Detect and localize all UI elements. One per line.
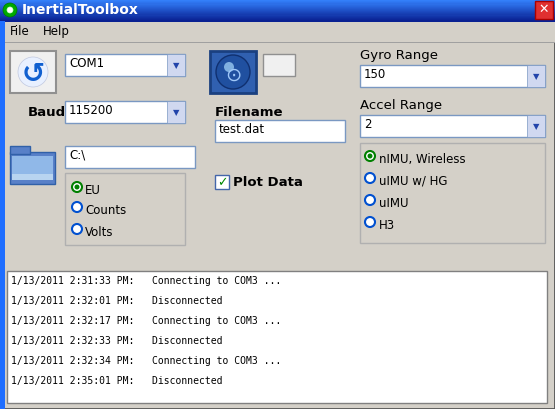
Bar xyxy=(0,20,555,21)
Circle shape xyxy=(365,196,375,205)
Text: 1/13/2011 2:32:34 PM:   Connecting to COM3 ...: 1/13/2011 2:32:34 PM: Connecting to COM3… xyxy=(11,355,281,365)
Bar xyxy=(0,22,555,44)
Bar xyxy=(210,52,256,94)
Text: EU: EU xyxy=(85,184,101,196)
Text: Accel Range: Accel Range xyxy=(360,99,442,112)
Text: Gyro Range: Gyro Range xyxy=(360,49,438,62)
Text: 115200: 115200 xyxy=(69,104,114,117)
Bar xyxy=(0,22,5,409)
Text: 1/13/2011 2:35:01 PM:   Disconnected: 1/13/2011 2:35:01 PM: Disconnected xyxy=(11,375,223,385)
Text: Help: Help xyxy=(43,25,70,38)
Bar xyxy=(0,8,555,9)
Bar xyxy=(215,175,229,189)
Circle shape xyxy=(365,173,375,184)
Bar xyxy=(0,7,555,8)
Text: Plot Data: Plot Data xyxy=(233,175,303,189)
Text: 150: 150 xyxy=(364,68,386,81)
Text: ▼: ▼ xyxy=(533,122,539,131)
Bar xyxy=(65,173,185,245)
Text: 2: 2 xyxy=(364,118,371,131)
Bar xyxy=(0,2,555,4)
Bar xyxy=(0,10,555,11)
Text: 1/13/2011 2:32:01 PM:   Disconnected: 1/13/2011 2:32:01 PM: Disconnected xyxy=(11,295,223,305)
Circle shape xyxy=(72,202,82,213)
Text: ▼: ▼ xyxy=(533,72,539,81)
Circle shape xyxy=(365,218,375,227)
Text: uIMU: uIMU xyxy=(379,196,408,209)
Text: 1/13/2011 2:32:17 PM:   Connecting to COM3 ...: 1/13/2011 2:32:17 PM: Connecting to COM3… xyxy=(11,315,281,325)
Bar xyxy=(0,12,555,13)
Circle shape xyxy=(365,152,375,162)
Bar xyxy=(7,271,547,403)
Bar xyxy=(167,102,185,124)
Bar xyxy=(527,66,545,88)
Bar xyxy=(0,1,555,3)
Bar xyxy=(12,157,53,180)
Bar xyxy=(0,43,555,44)
Bar xyxy=(360,144,545,243)
Bar xyxy=(215,121,345,143)
Bar xyxy=(527,116,545,138)
Bar xyxy=(360,66,545,88)
Bar xyxy=(0,11,555,13)
Bar xyxy=(0,0,555,2)
Bar xyxy=(10,153,55,184)
Text: File: File xyxy=(10,25,30,38)
Text: nIMU, Wireless: nIMU, Wireless xyxy=(379,153,466,166)
Text: ✓: ✓ xyxy=(217,176,227,189)
Bar xyxy=(65,147,195,169)
Circle shape xyxy=(216,56,250,90)
Text: InertialToolbox: InertialToolbox xyxy=(22,3,139,17)
Bar xyxy=(10,52,56,94)
Bar xyxy=(167,55,185,77)
Text: 1/13/2011 2:32:33 PM:   Disconnected: 1/13/2011 2:32:33 PM: Disconnected xyxy=(11,335,223,345)
Text: Baud: Baud xyxy=(28,106,66,119)
Bar xyxy=(360,116,545,138)
Bar xyxy=(0,14,555,16)
Bar xyxy=(12,175,53,180)
Text: test.dat: test.dat xyxy=(219,123,265,136)
Text: C:\: C:\ xyxy=(69,148,85,162)
Circle shape xyxy=(74,185,79,190)
Bar xyxy=(0,21,555,22)
Bar xyxy=(0,4,555,6)
Bar xyxy=(263,55,295,77)
Text: uIMU w/ HG: uIMU w/ HG xyxy=(379,175,447,188)
Bar xyxy=(0,5,555,7)
Circle shape xyxy=(7,8,13,14)
Circle shape xyxy=(224,63,234,73)
Bar xyxy=(535,2,553,20)
Bar xyxy=(0,13,555,15)
Bar xyxy=(10,147,30,155)
Text: COM1: COM1 xyxy=(69,57,104,70)
Circle shape xyxy=(72,225,82,234)
Text: Filename: Filename xyxy=(215,106,284,119)
Bar xyxy=(0,18,555,19)
Circle shape xyxy=(72,182,82,193)
Text: Volts: Volts xyxy=(85,225,114,238)
Text: ↺: ↺ xyxy=(22,60,44,88)
Text: ▼: ▼ xyxy=(173,61,179,70)
Circle shape xyxy=(3,4,17,18)
Bar xyxy=(0,16,555,17)
Text: ▼: ▼ xyxy=(173,108,179,117)
Text: ⊙: ⊙ xyxy=(225,65,241,84)
Text: 1/13/2011 2:31:33 PM:   Connecting to COM3 ...: 1/13/2011 2:31:33 PM: Connecting to COM3… xyxy=(11,275,281,285)
Bar xyxy=(65,55,185,77)
Bar xyxy=(65,102,185,124)
Bar xyxy=(0,16,555,18)
Text: Counts: Counts xyxy=(85,204,126,216)
Circle shape xyxy=(18,58,48,88)
Text: H3: H3 xyxy=(379,218,395,231)
Bar xyxy=(0,19,555,20)
Bar xyxy=(0,9,555,10)
Text: ✕: ✕ xyxy=(539,3,549,16)
Circle shape xyxy=(367,154,372,159)
Bar xyxy=(0,3,555,5)
